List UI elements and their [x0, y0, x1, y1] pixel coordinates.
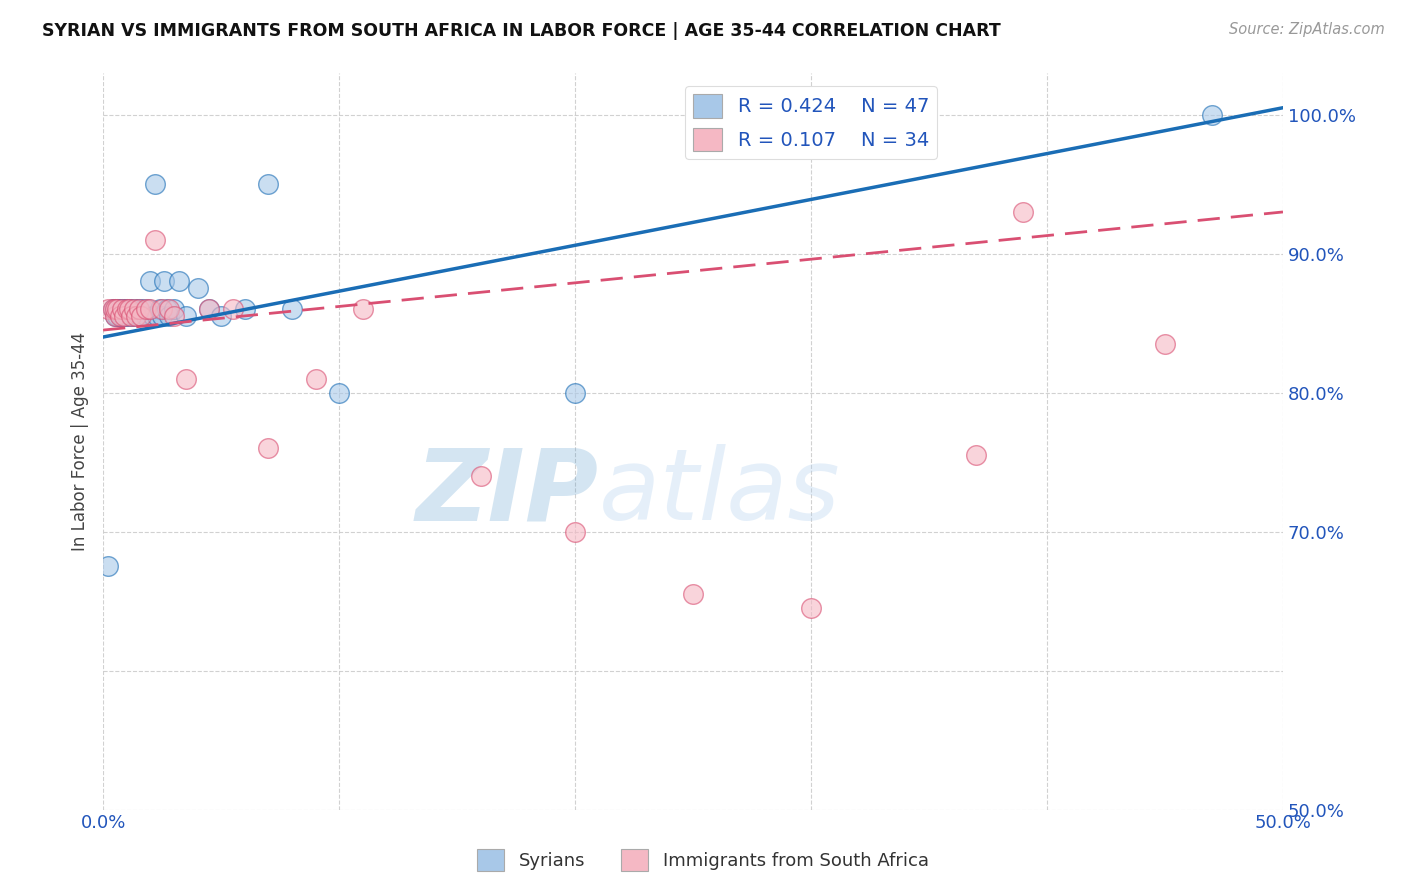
Point	[198, 302, 221, 317]
Point	[281, 302, 304, 317]
Point	[136, 302, 159, 317]
Point	[104, 302, 127, 317]
Point	[157, 302, 180, 317]
Point	[112, 309, 135, 323]
Point	[146, 309, 169, 323]
Point	[142, 309, 165, 323]
Point	[328, 385, 350, 400]
Point	[118, 302, 141, 317]
Point	[115, 302, 138, 317]
Text: Source: ZipAtlas.com: Source: ZipAtlas.com	[1229, 22, 1385, 37]
Point	[257, 177, 280, 191]
Point	[198, 302, 221, 317]
Point	[257, 441, 280, 455]
Point	[112, 309, 135, 323]
Point	[128, 302, 150, 317]
Point	[1201, 108, 1223, 122]
Point	[150, 302, 173, 317]
Point	[111, 302, 134, 317]
Point	[104, 309, 127, 323]
Legend: R = 0.424    N = 47, R = 0.107    N = 34: R = 0.424 N = 47, R = 0.107 N = 34	[685, 87, 936, 159]
Point	[105, 302, 128, 317]
Point	[104, 302, 127, 317]
Point	[352, 302, 374, 317]
Point	[115, 309, 138, 323]
Point	[97, 559, 120, 574]
Point	[209, 309, 232, 323]
Point	[120, 309, 142, 323]
Point	[174, 309, 197, 323]
Point	[233, 302, 256, 317]
Point	[186, 281, 208, 295]
Text: SYRIAN VS IMMIGRANTS FROM SOUTH AFRICA IN LABOR FORCE | AGE 35-44 CORRELATION CH: SYRIAN VS IMMIGRANTS FROM SOUTH AFRICA I…	[42, 22, 1001, 40]
Point	[101, 302, 124, 317]
Text: atlas: atlas	[599, 444, 841, 541]
Point	[470, 469, 492, 483]
Point	[101, 302, 124, 317]
Point	[167, 275, 190, 289]
Point	[120, 309, 142, 323]
Point	[128, 302, 150, 317]
Point	[139, 275, 162, 289]
Point	[97, 302, 120, 317]
Point	[1154, 337, 1177, 351]
Point	[129, 309, 152, 323]
Point	[800, 601, 823, 615]
Point	[122, 302, 145, 317]
Point	[163, 302, 186, 317]
Point	[132, 302, 155, 317]
Point	[122, 309, 145, 323]
Point	[135, 302, 157, 317]
Point	[149, 302, 172, 317]
Point	[564, 385, 586, 400]
Y-axis label: In Labor Force | Age 35-44: In Labor Force | Age 35-44	[72, 332, 89, 551]
Point	[120, 302, 142, 317]
Point	[143, 233, 166, 247]
Point	[105, 309, 128, 323]
Point	[108, 309, 131, 323]
Point	[174, 372, 197, 386]
Point	[965, 448, 987, 462]
Point	[156, 302, 179, 317]
Point	[682, 587, 704, 601]
Point	[128, 309, 150, 323]
Point	[153, 275, 176, 289]
Point	[157, 309, 180, 323]
Point	[1012, 205, 1035, 219]
Text: ZIP: ZIP	[416, 444, 599, 541]
Point	[118, 302, 141, 317]
Point	[143, 177, 166, 191]
Point	[111, 302, 134, 317]
Point	[115, 302, 138, 317]
Point	[125, 309, 148, 323]
Point	[125, 302, 148, 317]
Point	[129, 309, 152, 323]
Point	[304, 372, 326, 386]
Point	[139, 302, 162, 317]
Point	[222, 302, 245, 317]
Point	[105, 302, 128, 317]
Point	[104, 302, 127, 317]
Point	[108, 309, 131, 323]
Point	[111, 309, 134, 323]
Point	[163, 309, 186, 323]
Point	[135, 309, 157, 323]
Point	[150, 309, 173, 323]
Point	[112, 302, 135, 317]
Point	[104, 309, 127, 323]
Point	[108, 302, 131, 317]
Legend: Syrians, Immigrants from South Africa: Syrians, Immigrants from South Africa	[470, 842, 936, 879]
Point	[564, 524, 586, 539]
